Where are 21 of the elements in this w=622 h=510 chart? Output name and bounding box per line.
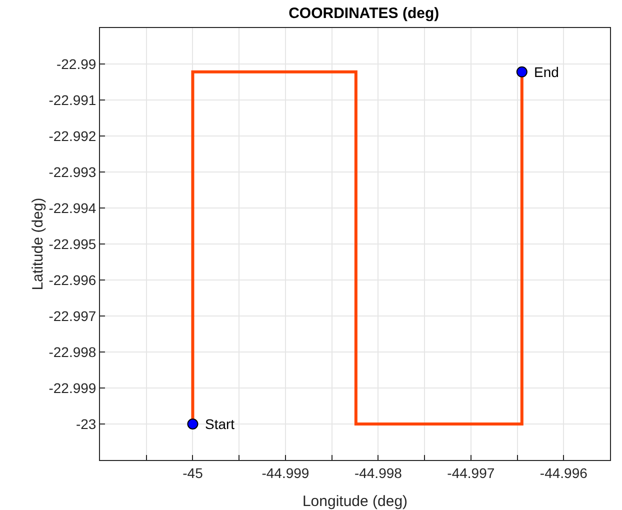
chart-title: COORDINATES (deg) xyxy=(288,5,440,22)
y-tick-label: -22.999 xyxy=(48,380,96,396)
x-axis-title: Longitude (deg) xyxy=(302,493,408,510)
x-tick-label: -44.999 xyxy=(262,464,310,481)
annotation: Start xyxy=(205,416,235,432)
y-tick-label: -22.994 xyxy=(48,200,96,216)
x-tick-label: -44.996 xyxy=(540,464,588,481)
x-tick-label: -45 xyxy=(182,464,204,481)
y-axis-title: Latitude (deg) xyxy=(30,198,47,290)
annotation: End xyxy=(534,64,559,80)
y-tick-label: -22.996 xyxy=(48,272,96,288)
y-tick-label: -22.991 xyxy=(48,92,96,108)
y-tick-label: -22.993 xyxy=(48,164,96,180)
y-tick-label: -22.992 xyxy=(48,128,96,144)
x-tick-label: -44.998 xyxy=(354,464,402,481)
x-tick-label: -44.997 xyxy=(447,464,495,481)
y-tick-label: -22.99 xyxy=(56,56,96,72)
y-tick-label: -22.995 xyxy=(48,236,96,252)
y-tick-label: -22.997 xyxy=(48,308,96,324)
y-tick-label: -22.998 xyxy=(48,344,96,360)
y-tick-label: -23 xyxy=(76,416,96,432)
